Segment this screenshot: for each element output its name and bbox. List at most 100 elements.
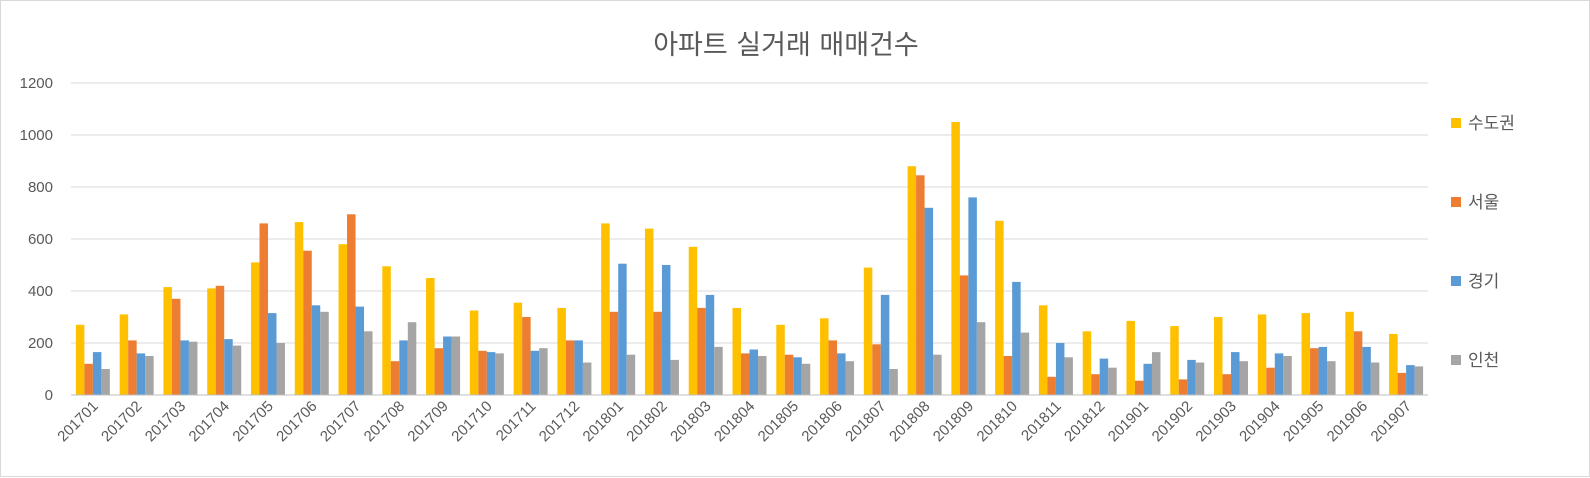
bar-인천-201808 [933, 354, 942, 395]
bar-서울-201804 [741, 353, 750, 395]
bar-인천-201711 [539, 348, 548, 395]
bar-경기-201903 [1231, 352, 1240, 395]
bar-경기-201705 [267, 313, 277, 395]
bar-서울-201801 [609, 311, 619, 395]
bar-인천-201902 [1195, 362, 1205, 395]
bar-수도권-201810 [995, 220, 1004, 395]
bar-수도권-201702 [119, 314, 129, 395]
bar-인천-201807 [889, 369, 898, 395]
y-tick-label: 200 [28, 335, 53, 352]
bar-경기-201708 [399, 340, 408, 395]
bar-서울-201906 [1353, 331, 1363, 395]
y-tick-label: 800 [28, 179, 53, 196]
bar-경기-201801 [618, 263, 627, 395]
bar-인천-201701 [101, 369, 110, 395]
bar-경기-201809 [968, 197, 977, 395]
bar-인천-201810 [1020, 332, 1030, 395]
bar-인천-201803 [714, 346, 723, 395]
bar-서울-201808 [916, 175, 925, 395]
bar-수도권-201811 [1038, 305, 1048, 395]
bar-경기-201904 [1274, 353, 1284, 395]
bar-경기-201811 [1055, 343, 1065, 395]
x-tick-label: 201703 [142, 398, 189, 445]
bar-경기-201711 [530, 350, 540, 395]
x-tick-label: 201804 [711, 398, 758, 445]
bar-인천-201812 [1108, 367, 1117, 395]
bar-경기-201806 [837, 353, 846, 395]
x-tick-label: 201807 [842, 398, 889, 445]
bar-서울-201709 [434, 348, 444, 395]
legend-label: 경기 [1468, 272, 1499, 292]
bar-수도권-201904 [1257, 314, 1267, 395]
bar-경기-201706 [311, 305, 321, 395]
bar-서울-201901 [1134, 380, 1144, 395]
bar-수도권-201712 [557, 307, 566, 395]
x-tick-label: 201802 [623, 398, 670, 445]
bar-수도권-201806 [820, 318, 829, 395]
bar-수도권-201906 [1345, 311, 1354, 395]
x-tick-label: 201709 [404, 398, 451, 445]
bar-수도권-201808 [907, 166, 917, 395]
bar-서울-201907 [1397, 372, 1407, 395]
legend-swatch-서울 [1451, 197, 1461, 207]
x-tick-label: 201701 [54, 398, 101, 445]
bar-경기-201712 [574, 340, 583, 395]
bar-경기-201805 [793, 357, 802, 395]
bar-수도권-201901 [1126, 320, 1135, 395]
bar-인천-201907 [1414, 366, 1424, 395]
bar-경기-201709 [443, 336, 452, 395]
bar-인천-201704 [232, 345, 242, 395]
bar-경기-201710 [486, 352, 496, 395]
bar-수도권-201903 [1214, 317, 1223, 395]
bar-수도권-201701 [75, 324, 85, 395]
bar-경기-201812 [1099, 358, 1109, 395]
x-tick-label: 201812 [1061, 398, 1108, 445]
bar-서울-201711 [522, 317, 531, 395]
x-tick-label: 201811 [1018, 398, 1065, 445]
bar-수도권-201802 [644, 228, 654, 395]
x-tick-label: 201903 [1192, 398, 1239, 445]
bar-인천-201802 [670, 359, 679, 395]
bar-수도권-201807 [863, 267, 873, 395]
bar-경기-201902 [1187, 359, 1196, 395]
bar-서울-201802 [653, 311, 662, 395]
bar-수도권-201709 [426, 278, 435, 395]
bar-수도권-201907 [1389, 333, 1398, 395]
bar-서울-201803 [697, 307, 706, 395]
bar-경기-201901 [1143, 363, 1152, 395]
bar-수도권-201706 [294, 222, 304, 395]
bar-인천-201712 [582, 362, 592, 395]
bar-인천-201903 [1239, 361, 1249, 395]
x-tick-label: 201805 [755, 398, 802, 445]
bar-수도권-201711 [513, 302, 523, 395]
bar-서울-201707 [347, 214, 356, 395]
legend-swatch-경기 [1451, 276, 1461, 286]
y-tick-label: 1200 [20, 75, 53, 92]
bar-수도권-201809 [951, 122, 960, 395]
y-tick-label: 400 [28, 283, 53, 300]
bar-경기-201905 [1318, 346, 1328, 395]
bar-경기-201907 [1406, 365, 1415, 395]
x-tick-label: 201906 [1324, 398, 1371, 445]
bar-인천-201708 [407, 322, 417, 395]
x-tick-label: 201706 [273, 398, 320, 445]
bar-인천-201811 [1064, 357, 1073, 395]
bar-경기-201804 [749, 349, 758, 395]
y-tick-label: 0 [45, 387, 53, 404]
x-tick-label: 201806 [798, 398, 845, 445]
bar-서울-201710 [478, 350, 487, 395]
bar-경기-201703 [180, 340, 189, 395]
x-tick-label: 201710 [448, 398, 495, 445]
bar-인천-201706 [320, 311, 329, 395]
legend-label: 인천 [1468, 351, 1499, 371]
bar-인천-201901 [1151, 352, 1161, 395]
bar-수도권-201710 [469, 310, 479, 395]
bar-서울-201703 [171, 298, 181, 395]
bar-서울-201701 [84, 363, 93, 395]
bar-인천-201904 [1283, 356, 1292, 395]
bar-서울-201903 [1222, 374, 1232, 395]
legend-swatch-수도권 [1451, 118, 1461, 128]
